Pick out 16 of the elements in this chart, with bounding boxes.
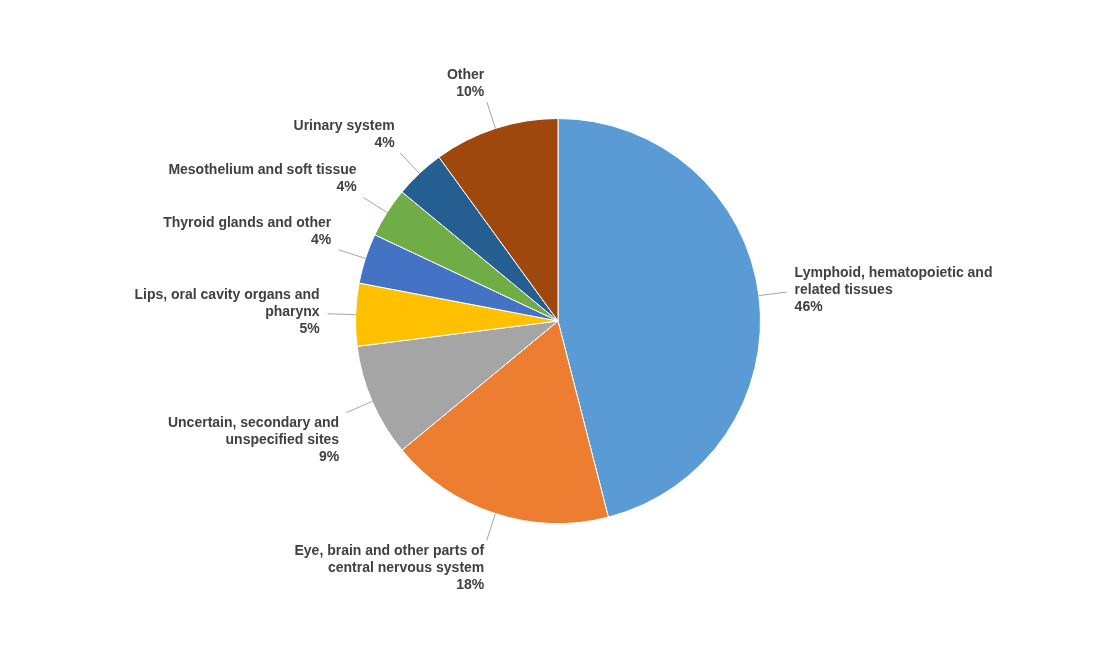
- data-label: 46%: [794, 298, 824, 315]
- data-label: 10%: [456, 82, 485, 99]
- data-label: 5%: [299, 320, 321, 337]
- slice-label: Urinary system: [293, 116, 395, 133]
- slice-label: Mesothelium and soft tissue: [168, 161, 357, 178]
- data-label: 9%: [318, 448, 340, 465]
- slice-label: Uncertain, secondary and unspecified sites: [167, 414, 340, 448]
- data-label: 4%: [374, 133, 396, 150]
- slice-label: Eye, brain and other parts of central nervous system: [294, 542, 485, 576]
- slice-label: Lymphoid, hematopoietic and related tissues: [794, 264, 993, 298]
- data-label: 4%: [310, 230, 332, 247]
- slice-label: Lips, oral cavity organs and pharynx: [134, 286, 320, 320]
- data-label: 4%: [336, 178, 358, 195]
- slice-label: Thyroid glands and other: [163, 213, 332, 230]
- data-label: 18%: [456, 576, 485, 593]
- slice-label: Other: [446, 65, 485, 82]
